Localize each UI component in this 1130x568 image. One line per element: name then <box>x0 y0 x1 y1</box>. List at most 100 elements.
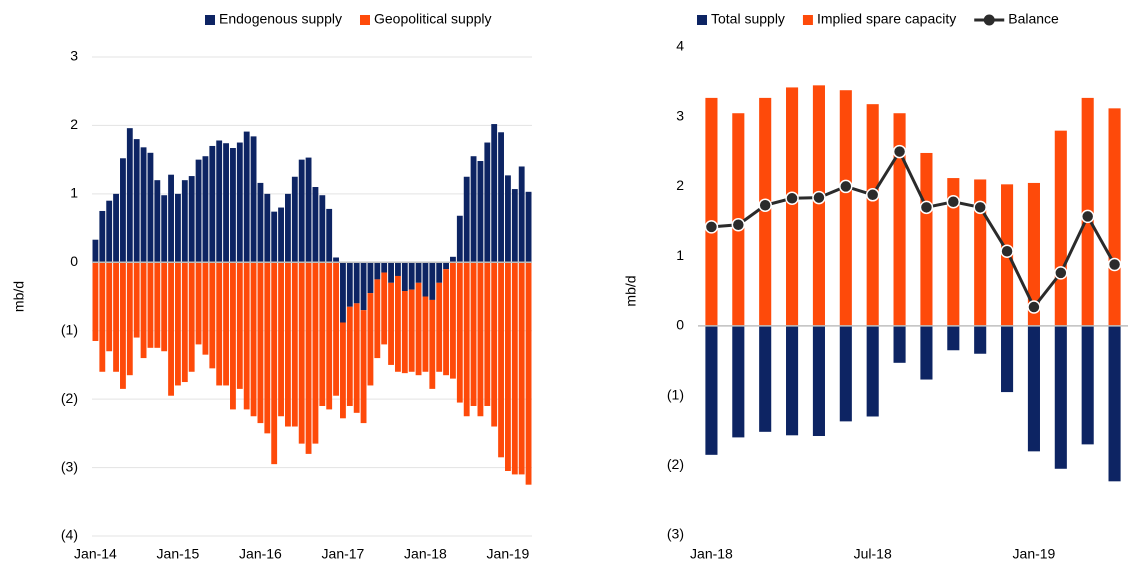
bar <box>893 325 906 363</box>
bar <box>140 262 147 359</box>
x-tick-label: Jan-19 <box>1013 546 1056 562</box>
bar <box>408 289 415 372</box>
bar <box>484 142 491 263</box>
bar <box>463 176 470 263</box>
legend-swatch <box>205 15 215 25</box>
y-tick-label: 0 <box>676 317 684 333</box>
bar <box>113 193 119 263</box>
bar <box>498 132 504 263</box>
bar <box>401 262 408 292</box>
bar <box>230 148 236 263</box>
line-point <box>946 195 961 209</box>
bar <box>436 262 443 283</box>
legend-swatch <box>802 15 813 25</box>
x-tick-label: Jan-15 <box>157 546 200 562</box>
bar <box>326 262 333 410</box>
bar <box>388 282 394 365</box>
bar <box>278 207 284 263</box>
bar <box>346 306 353 406</box>
bar <box>450 262 456 379</box>
bar <box>450 256 456 263</box>
line-point <box>731 218 746 232</box>
bar <box>786 325 799 436</box>
bar <box>1054 325 1067 469</box>
bar <box>498 262 504 458</box>
bar <box>429 299 436 389</box>
bar <box>705 97 718 326</box>
bar <box>188 262 195 372</box>
bar <box>525 262 532 485</box>
bar <box>470 262 477 406</box>
y-tick-label: (4) <box>61 527 78 543</box>
bar <box>340 322 346 419</box>
bar <box>195 159 202 263</box>
bar <box>209 262 216 369</box>
bar <box>360 310 367 424</box>
bar <box>974 179 987 326</box>
bar <box>236 142 243 263</box>
bar <box>298 159 305 263</box>
bar <box>291 176 298 263</box>
line-series <box>711 148 1116 310</box>
line-point <box>704 220 719 234</box>
y-tick-label: (1) <box>61 321 78 337</box>
y-tick-label: 3 <box>70 48 78 64</box>
bar <box>230 262 236 410</box>
bar <box>333 262 339 396</box>
bar <box>92 262 99 341</box>
bar <box>305 262 312 454</box>
line-point <box>892 144 907 159</box>
bar <box>202 262 209 355</box>
bar <box>257 182 264 263</box>
bar <box>181 180 188 263</box>
bar <box>381 272 388 345</box>
x-tick-label: Jul-18 <box>854 546 892 562</box>
legend-label: Implied spare capacity <box>817 11 956 27</box>
bar <box>422 296 429 372</box>
line-point <box>839 179 853 194</box>
bar <box>436 282 443 372</box>
bar <box>223 143 229 263</box>
bar <box>408 262 415 290</box>
bar <box>505 262 511 471</box>
y-tick-label: (3) <box>667 526 684 542</box>
bar <box>264 193 271 263</box>
bar <box>705 325 718 455</box>
bar <box>415 282 422 376</box>
line-point <box>1054 266 1068 280</box>
x-tick-label: Jan-14 <box>74 546 117 562</box>
bar <box>216 140 223 263</box>
bar <box>518 166 525 263</box>
y-tick-label: 3 <box>676 107 684 123</box>
y-tick-label: 2 <box>676 177 684 193</box>
bar <box>470 156 477 263</box>
bar <box>759 325 772 432</box>
line-point <box>865 188 880 202</box>
legend-swatch <box>360 15 370 25</box>
y-axis-label: mb/d <box>11 281 27 312</box>
bar <box>243 262 250 410</box>
bar <box>133 139 140 263</box>
bar <box>511 189 518 263</box>
bar <box>920 325 933 380</box>
legend-label: Total supply <box>711 11 785 27</box>
bar <box>1001 325 1014 393</box>
bar <box>340 262 346 323</box>
line-point <box>1080 209 1095 224</box>
bar <box>285 193 291 263</box>
bar <box>140 147 147 263</box>
bar <box>99 210 106 263</box>
x-tick-label: Jan-16 <box>239 546 282 562</box>
bar <box>732 325 745 438</box>
bar <box>161 262 168 352</box>
bar <box>188 176 195 263</box>
bar <box>353 303 360 413</box>
bar <box>443 269 449 376</box>
bar <box>312 187 319 263</box>
y-tick-label: 1 <box>70 185 78 201</box>
bar <box>236 262 243 389</box>
bar <box>456 262 463 403</box>
bar <box>319 262 326 406</box>
bar <box>133 262 140 338</box>
